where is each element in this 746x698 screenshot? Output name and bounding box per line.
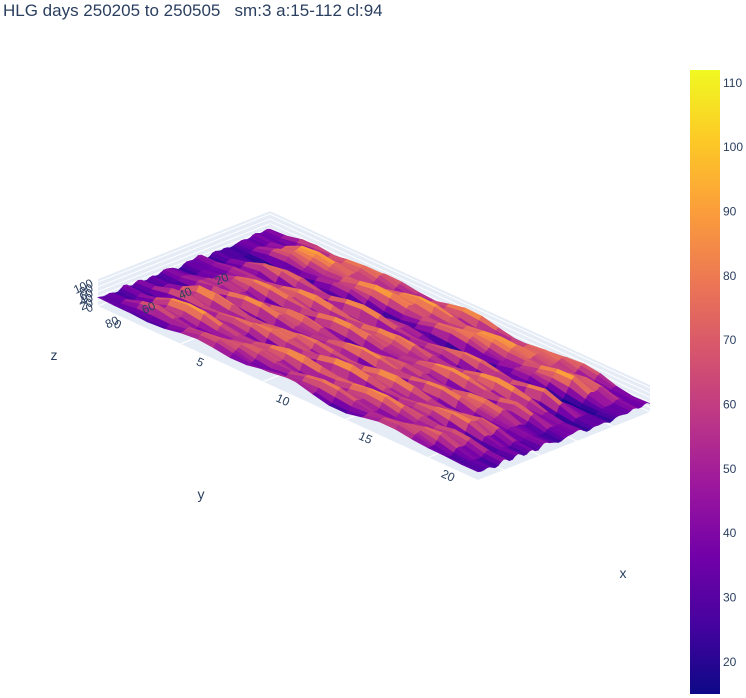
z-gridline bbox=[269, 218, 651, 394]
y-tick-label: 60 bbox=[140, 299, 158, 317]
colorbar-tick-label: 90 bbox=[723, 205, 737, 219]
x-tick-label: 15 bbox=[357, 429, 375, 447]
colorbar-tick-label: 100 bbox=[723, 140, 743, 154]
y-tick-label: 40 bbox=[176, 284, 194, 302]
x-tick-label: 20 bbox=[439, 467, 457, 485]
z-tick-label: 20 bbox=[77, 295, 95, 313]
colorbar-tick-label: 60 bbox=[723, 398, 737, 412]
z-gridline bbox=[97, 223, 271, 293]
z-tick-label: 80 bbox=[77, 281, 95, 299]
z-axis-title: z bbox=[51, 347, 58, 363]
colorbar-tick-label: 50 bbox=[723, 462, 737, 476]
x-axis-title: x bbox=[620, 565, 627, 581]
colorbar: 20 30 40 50 60 70 80 90 100 110 bbox=[690, 70, 743, 694]
colorbar-tick-label: 80 bbox=[723, 269, 737, 283]
surface-patch bbox=[461, 464, 483, 473]
z-gridline bbox=[269, 213, 651, 389]
colorbar-tick-label: 20 bbox=[723, 655, 737, 669]
z-tick-label: 40 bbox=[77, 290, 95, 308]
z-gridline bbox=[97, 218, 271, 288]
y-tick-label: 80 bbox=[103, 313, 121, 331]
colorbar-tick-label: 110 bbox=[723, 76, 742, 90]
colorbar-gradient bbox=[690, 70, 720, 694]
colorbar-tick-label: 30 bbox=[723, 591, 737, 605]
colorbar-tick-label: 70 bbox=[723, 333, 737, 347]
x-tick-label: 5 bbox=[194, 354, 206, 370]
colorbar-tick-label: 40 bbox=[723, 526, 737, 540]
z-gridline bbox=[97, 213, 271, 283]
y-tick-label: 20 bbox=[213, 270, 231, 288]
chart-title: HLG days 250205 to 250505 sm:3 a:15-112 … bbox=[3, 1, 383, 20]
y-axis-title: y bbox=[198, 486, 205, 502]
z-tick-label: 60 bbox=[77, 285, 95, 303]
x-tick-label: 10 bbox=[274, 391, 292, 409]
